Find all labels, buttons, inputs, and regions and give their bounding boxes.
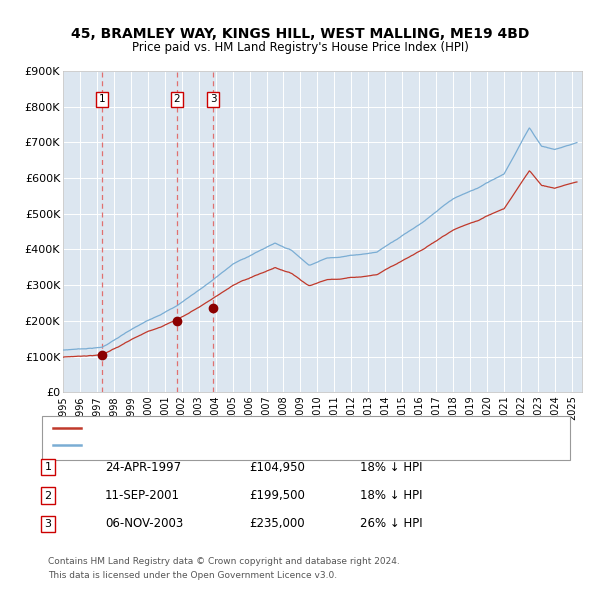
Text: 1: 1 bbox=[44, 463, 52, 472]
Text: 3: 3 bbox=[210, 94, 217, 104]
Text: 18% ↓ HPI: 18% ↓ HPI bbox=[360, 461, 422, 474]
Text: Contains HM Land Registry data © Crown copyright and database right 2024.: Contains HM Land Registry data © Crown c… bbox=[48, 557, 400, 566]
Text: 06-NOV-2003: 06-NOV-2003 bbox=[105, 517, 183, 530]
Text: This data is licensed under the Open Government Licence v3.0.: This data is licensed under the Open Gov… bbox=[48, 571, 337, 580]
Text: 2: 2 bbox=[44, 491, 52, 500]
Text: 26% ↓ HPI: 26% ↓ HPI bbox=[360, 517, 422, 530]
Text: 18% ↓ HPI: 18% ↓ HPI bbox=[360, 489, 422, 502]
Text: 1: 1 bbox=[98, 94, 106, 104]
Text: 45, BRAMLEY WAY, KINGS HILL, WEST MALLING, ME19 4BD: 45, BRAMLEY WAY, KINGS HILL, WEST MALLIN… bbox=[71, 27, 529, 41]
Text: £104,950: £104,950 bbox=[249, 461, 305, 474]
Text: 24-APR-1997: 24-APR-1997 bbox=[105, 461, 181, 474]
Text: HPI: Average price, detached house, Tonbridge and Malling: HPI: Average price, detached house, Tonb… bbox=[87, 441, 395, 450]
Text: Price paid vs. HM Land Registry's House Price Index (HPI): Price paid vs. HM Land Registry's House … bbox=[131, 41, 469, 54]
Text: £199,500: £199,500 bbox=[249, 489, 305, 502]
Text: 45, BRAMLEY WAY, KINGS HILL, WEST MALLING, ME19 4BD (detached house): 45, BRAMLEY WAY, KINGS HILL, WEST MALLIN… bbox=[87, 423, 486, 432]
Text: 2: 2 bbox=[173, 94, 180, 104]
Text: 11-SEP-2001: 11-SEP-2001 bbox=[105, 489, 180, 502]
Text: 3: 3 bbox=[44, 519, 52, 529]
Text: £235,000: £235,000 bbox=[249, 517, 305, 530]
